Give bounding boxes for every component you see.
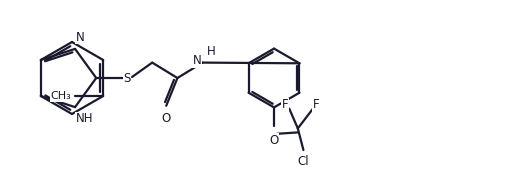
Text: CH₃: CH₃: [50, 91, 71, 101]
Text: N: N: [193, 54, 201, 67]
Text: F: F: [313, 98, 319, 111]
Text: N: N: [76, 31, 85, 44]
Text: H: H: [207, 45, 215, 58]
Text: O: O: [269, 134, 279, 147]
Text: F: F: [282, 98, 289, 111]
Text: O: O: [161, 112, 171, 125]
Text: S: S: [124, 71, 131, 84]
Text: NH: NH: [76, 112, 93, 125]
Text: Cl: Cl: [297, 155, 309, 168]
